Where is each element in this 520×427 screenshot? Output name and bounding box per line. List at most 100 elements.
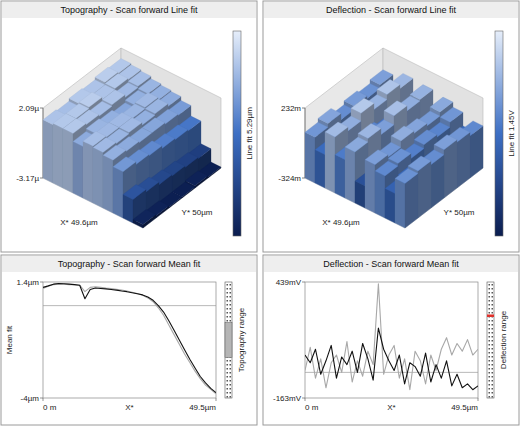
cell-side bbox=[113, 167, 123, 218]
x-axis-label: X* bbox=[125, 403, 133, 412]
cell-top bbox=[384, 101, 407, 116]
range-bar-dot bbox=[227, 388, 229, 390]
range-bar-dot bbox=[227, 320, 229, 322]
range-bar-dot bbox=[492, 392, 494, 394]
range-bar-dot bbox=[489, 392, 491, 394]
range-bar-dot bbox=[489, 348, 491, 350]
cell-side bbox=[385, 189, 395, 224]
range-bar-dot bbox=[492, 300, 494, 302]
cell-side bbox=[73, 142, 83, 199]
z-tick-label: -324m bbox=[278, 174, 301, 183]
range-bar-dot bbox=[492, 372, 494, 374]
range-bar-dot bbox=[492, 292, 494, 294]
cell-side bbox=[444, 140, 457, 198]
panel-frame bbox=[263, 1, 519, 252]
data-line bbox=[43, 284, 216, 393]
range-bar-dot bbox=[492, 364, 494, 366]
range-bar-dot bbox=[492, 348, 494, 350]
range-bar-dot bbox=[230, 372, 232, 374]
range-bar-dot bbox=[230, 392, 232, 394]
data-line bbox=[305, 284, 478, 390]
z-tick-label: 2.09µ bbox=[19, 104, 40, 113]
range-bar-dot bbox=[227, 392, 229, 394]
cell-top bbox=[113, 157, 136, 172]
cell-side bbox=[63, 129, 73, 194]
panel-title: Deflection - Scan forward Mean fit bbox=[323, 259, 459, 269]
range-bar-dot bbox=[227, 368, 229, 370]
x-tick bbox=[216, 398, 217, 401]
mean-line bbox=[305, 372, 478, 373]
cell-side bbox=[93, 148, 103, 209]
cell-side bbox=[335, 155, 345, 198]
cell-top bbox=[391, 126, 414, 141]
range-bar-dot bbox=[489, 312, 491, 314]
range-bar-dot bbox=[230, 376, 232, 378]
cell-top bbox=[325, 122, 348, 137]
x-axis-label: X* 49.6µm bbox=[60, 218, 98, 227]
range-bar-dot bbox=[227, 300, 229, 302]
range-bar-dot bbox=[227, 292, 229, 294]
panel-header bbox=[2, 2, 256, 18]
range-bar-dot bbox=[492, 304, 494, 306]
panel-frame bbox=[1, 255, 257, 425]
x-axis-label: X* 49.6µm bbox=[322, 218, 360, 227]
surface-panel: 232m-324mX* 49.6µmY* 50µmLine fit 1.45V bbox=[278, 31, 516, 236]
range-bar-dot bbox=[230, 292, 232, 294]
range-bar-dot bbox=[489, 340, 491, 342]
range-bar-dot bbox=[230, 380, 232, 382]
range-bar-dot bbox=[227, 316, 229, 318]
x-tick-label: 0 m bbox=[43, 403, 57, 412]
range-bar-dot bbox=[489, 344, 491, 346]
cell-top bbox=[388, 148, 411, 163]
x-tick bbox=[305, 398, 306, 401]
range-bar-dot bbox=[489, 352, 491, 354]
colorbar bbox=[233, 31, 241, 236]
range-bar-dot bbox=[489, 328, 491, 330]
range-bar-dot bbox=[489, 356, 491, 358]
cell-top bbox=[395, 168, 418, 183]
range-bar-dot bbox=[227, 296, 229, 298]
z-tick-label: 232m bbox=[281, 104, 301, 113]
y-tick bbox=[40, 282, 43, 283]
range-bar-dot bbox=[230, 308, 232, 310]
range-bar-dot bbox=[230, 296, 232, 298]
cell-top bbox=[408, 156, 431, 171]
range-bar-dot bbox=[489, 292, 491, 294]
cell-side bbox=[43, 120, 53, 183]
cell-top bbox=[305, 122, 328, 137]
range-bar-dot bbox=[489, 336, 491, 338]
range-bar-dot bbox=[489, 388, 491, 390]
cell-side bbox=[375, 171, 385, 218]
range-bar-dot bbox=[489, 304, 491, 306]
line-panel: -163mV439mV0 m49.5µmX*Deflection range bbox=[273, 278, 508, 412]
range-bar-dot bbox=[230, 320, 232, 322]
z-tick bbox=[302, 178, 305, 179]
range-bar-dot bbox=[492, 336, 494, 338]
range-bar-dot bbox=[492, 368, 494, 370]
range-bar-dot bbox=[492, 352, 494, 354]
plot-area bbox=[43, 282, 216, 398]
range-bar-dot bbox=[489, 396, 491, 398]
range-bar-dot bbox=[230, 396, 232, 398]
panel-frame bbox=[263, 255, 519, 425]
range-bar-dot bbox=[230, 300, 232, 302]
range-bar-dot bbox=[227, 384, 229, 386]
range-bar-dot bbox=[227, 364, 229, 366]
range-bar-dot bbox=[230, 312, 232, 314]
y-tick bbox=[302, 282, 305, 283]
surface-cell bbox=[395, 168, 418, 228]
range-bar-dot bbox=[230, 316, 232, 318]
range-bar-dot bbox=[230, 388, 232, 390]
cell-side bbox=[325, 132, 335, 193]
y-tick-label: 1.4µm bbox=[17, 278, 40, 287]
cell-top bbox=[375, 161, 398, 176]
range-bar-dot bbox=[492, 308, 494, 310]
cell-side bbox=[53, 124, 63, 189]
range-bar-dot bbox=[489, 324, 491, 326]
range-indicator bbox=[225, 323, 232, 358]
range-bar-dot bbox=[230, 360, 232, 362]
cell-side bbox=[83, 141, 93, 203]
range-indicator bbox=[487, 314, 494, 317]
z-tick-label: -3.17µ bbox=[16, 174, 39, 183]
range-bar-dot bbox=[230, 364, 232, 366]
